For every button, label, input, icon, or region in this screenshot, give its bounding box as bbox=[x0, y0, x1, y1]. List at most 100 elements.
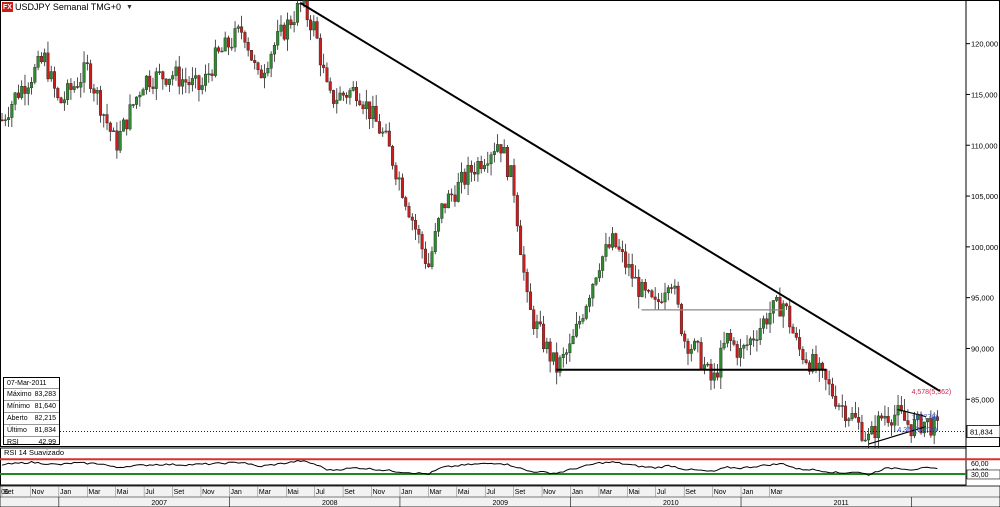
candle-body bbox=[115, 130, 119, 151]
candle-body bbox=[499, 144, 503, 154]
candle-body bbox=[768, 312, 772, 325]
data-window: 07-Mar-2011 Máximo 83,283 Mínimo 81,640 Aber… bbox=[3, 377, 60, 446]
candle-body bbox=[597, 270, 601, 279]
candle-body bbox=[889, 422, 893, 426]
candle-body bbox=[112, 130, 116, 132]
candle-body bbox=[574, 323, 578, 337]
candle-body bbox=[663, 292, 667, 303]
candle-body bbox=[633, 276, 637, 279]
rsi-lower-badge bbox=[966, 469, 1000, 480]
x-month-label: Mar bbox=[259, 489, 272, 496]
data-window-label: Máximo bbox=[7, 391, 32, 398]
candle-body bbox=[650, 290, 654, 298]
candle-body bbox=[72, 86, 76, 90]
candle-body bbox=[89, 63, 93, 89]
candle-body bbox=[565, 352, 569, 355]
candle-body bbox=[161, 71, 165, 80]
candle-body bbox=[476, 161, 480, 175]
candle-body bbox=[207, 73, 211, 76]
data-window-value: 81,834 bbox=[34, 427, 56, 434]
candle-body bbox=[433, 231, 437, 252]
candle-body bbox=[545, 341, 549, 350]
candle-body bbox=[870, 426, 874, 435]
data-window-value: 42,99 bbox=[38, 439, 56, 446]
chart-title-bar[interactable]: FX USDJPY Semanal TMG+0 ▼ bbox=[2, 1, 133, 13]
candle-body bbox=[3, 119, 7, 121]
candle-body bbox=[620, 249, 624, 253]
candle-body bbox=[437, 218, 441, 232]
candle-body bbox=[16, 92, 20, 98]
candle-body bbox=[919, 413, 923, 434]
y-tick-label: 85,000 bbox=[971, 395, 994, 404]
candle-body bbox=[778, 296, 782, 317]
candle-body bbox=[640, 282, 644, 297]
candle-body bbox=[535, 321, 539, 329]
dropdown-arrow-icon[interactable]: ▼ bbox=[125, 3, 133, 11]
candle-body bbox=[735, 344, 739, 358]
candle-body bbox=[414, 220, 418, 230]
candle-body bbox=[561, 354, 565, 358]
candle-body bbox=[108, 122, 112, 132]
candle-body bbox=[758, 328, 762, 340]
x-month-label: Jul bbox=[316, 489, 325, 496]
candle-body bbox=[716, 372, 720, 378]
candle-body bbox=[460, 171, 464, 183]
rsi-label: RSI 14 Suavizado bbox=[4, 448, 64, 457]
candle-body bbox=[551, 352, 555, 362]
candle-body bbox=[223, 37, 227, 52]
candle-body bbox=[473, 171, 477, 175]
candle-body bbox=[338, 92, 342, 101]
candle-body bbox=[391, 146, 395, 166]
candle-body bbox=[683, 333, 687, 342]
candle-body bbox=[830, 383, 834, 397]
candle-body bbox=[912, 419, 916, 437]
candle-body bbox=[240, 26, 244, 33]
candle-body bbox=[479, 161, 483, 170]
candle-body bbox=[384, 130, 388, 133]
candle-body bbox=[148, 75, 152, 88]
candle-body bbox=[446, 193, 450, 209]
chart-title: USDJPY Semanal TMG+0 bbox=[15, 2, 121, 12]
candle-body bbox=[873, 426, 877, 439]
candle-body bbox=[604, 244, 608, 257]
candle-body bbox=[880, 415, 884, 419]
candle-body bbox=[249, 50, 253, 61]
candle-body bbox=[200, 85, 204, 90]
candle-body bbox=[387, 130, 391, 147]
candle-body bbox=[653, 296, 657, 300]
candle-body bbox=[253, 60, 257, 63]
candle-body bbox=[893, 414, 897, 426]
x-month-label: Nov bbox=[202, 489, 215, 496]
candle-body bbox=[847, 418, 851, 421]
y-axis: 120,000 115,000 110,000 105,000 100,000 95,00… bbox=[966, 40, 1000, 480]
candle-body bbox=[181, 79, 185, 87]
candle-body bbox=[699, 342, 703, 370]
candle-body bbox=[128, 104, 132, 130]
candle-body bbox=[630, 264, 634, 279]
candle-body bbox=[194, 75, 198, 79]
candle-body bbox=[69, 83, 73, 90]
candle-body bbox=[243, 32, 247, 43]
candle-body bbox=[496, 144, 500, 152]
candle-body bbox=[26, 87, 30, 94]
candle-body bbox=[788, 305, 792, 328]
candle-body bbox=[588, 297, 592, 307]
candle-body bbox=[397, 177, 401, 180]
candle-body bbox=[804, 359, 808, 363]
candle-body bbox=[489, 154, 493, 164]
candle-body bbox=[121, 119, 125, 132]
candle-body bbox=[725, 333, 729, 344]
candle-body bbox=[440, 203, 444, 219]
candle-body bbox=[75, 86, 79, 88]
candle-body bbox=[197, 75, 201, 90]
candle-body bbox=[519, 225, 523, 255]
candle-body bbox=[295, 3, 299, 23]
candle-body bbox=[601, 256, 605, 271]
x-axis-stub: 06 bbox=[1, 489, 9, 496]
candle-body bbox=[354, 87, 358, 102]
candle-body bbox=[578, 321, 582, 325]
candle-body bbox=[118, 131, 122, 151]
candle-body bbox=[811, 354, 815, 372]
data-window-row: Aberto 82,215 bbox=[4, 412, 59, 424]
